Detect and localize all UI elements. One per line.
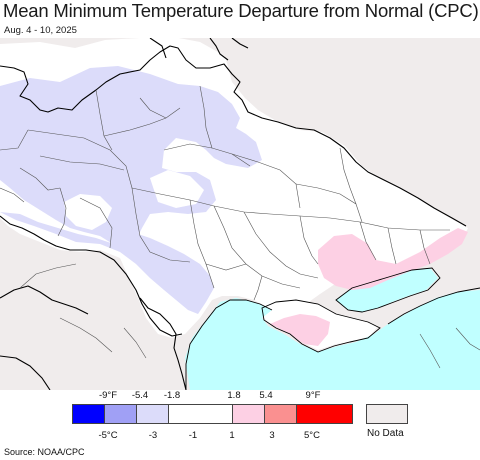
sea-of-azov	[336, 268, 438, 312]
date-range: Aug. 4 - 10, 2025	[4, 25, 77, 36]
legend-no-data-swatch	[366, 404, 408, 424]
legend-swatch	[136, 404, 168, 424]
warm-gap-north	[150, 170, 204, 208]
legend-c-label: -1	[188, 430, 198, 441]
coastlines	[185, 267, 480, 390]
legend-f-label: -1.8	[163, 390, 181, 401]
cool-anomaly-southwest	[0, 212, 214, 314]
legend-c-label: -5°C	[98, 430, 118, 441]
country-borders	[0, 38, 467, 390]
legend-no-data-label: No Data	[367, 428, 404, 439]
legend-c-label: 5°C	[304, 430, 320, 441]
legend-c-label: 1	[229, 430, 235, 441]
warm-anomaly-crimea	[270, 314, 330, 346]
legend-f-label: 1.8	[227, 390, 241, 401]
region-boundaries	[0, 85, 480, 369]
legend-swatch	[168, 404, 232, 424]
source-credit: Source: NOAA/CPC	[4, 447, 85, 457]
legend-swatch	[104, 404, 136, 424]
legend-swatch	[232, 404, 264, 424]
legend-swatch	[264, 404, 296, 424]
legend-swatch	[296, 404, 353, 424]
black-sea	[185, 290, 480, 390]
legend-c-label: 3	[269, 430, 275, 441]
legend-f-label: -9°F	[98, 390, 118, 401]
warm-anomaly-east	[318, 228, 468, 290]
legend-f-label: 9°F	[305, 390, 321, 401]
warm-gap-center	[64, 194, 112, 230]
legend-f-label: 5.4	[259, 390, 273, 401]
legend-c-label: -3	[148, 430, 158, 441]
legend-swatch	[72, 404, 104, 424]
legend-f-label: -5.4	[131, 390, 149, 401]
temperature-map	[0, 38, 480, 390]
map-title: Mean Minimum Temperature Departure from …	[3, 0, 479, 21]
